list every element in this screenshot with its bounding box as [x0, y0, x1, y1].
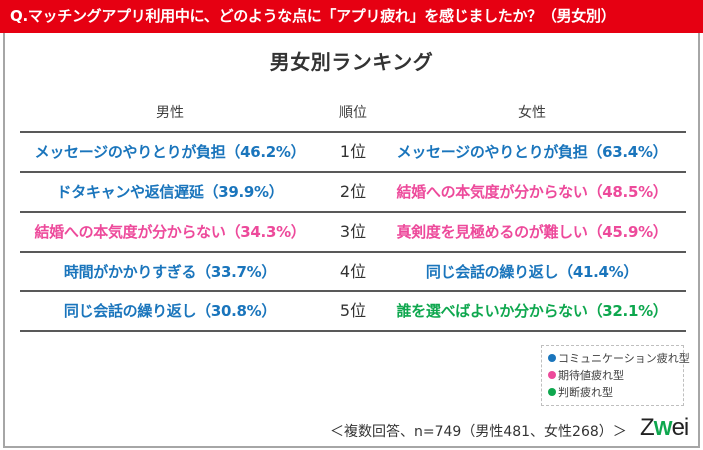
- column-header-rank: 順位: [339, 105, 367, 121]
- divider: [20, 251, 686, 253]
- female-item: 結婚への本気度が分からない（48.5%）: [396, 183, 668, 201]
- table-row: メッセージのやりとりが負担（46.2%） 1位 メッセージのやりとりが負担（63…: [20, 133, 686, 171]
- legend-item-judgment: 判断疲れ型: [548, 384, 683, 401]
- female-item: メッセージのやりとりが負担（63.4%）: [396, 143, 668, 161]
- divider: [20, 131, 686, 133]
- green-dot-icon: [548, 388, 556, 396]
- column-header-female: 女性: [518, 105, 546, 121]
- zwei-logo: ZWei: [640, 414, 689, 441]
- rank-label: 5位: [339, 301, 367, 320]
- divider: [20, 330, 686, 332]
- rank-label: 1位: [339, 142, 367, 161]
- rank-label: 4位: [339, 262, 367, 281]
- legend: コミュニケーション疲れ型 期待値疲れ型 判断疲れ型: [541, 345, 690, 406]
- table-row: 結婚への本気度が分からない（34.3%） 3位 真剣度を見極めるのが難しい（45…: [20, 213, 686, 251]
- divider: [20, 171, 686, 173]
- male-item: 同じ会話の繰り返し（30.8%）: [63, 302, 277, 320]
- pink-dot-icon: [548, 371, 556, 379]
- sample-size-note: ＜複数回答、n=749（男性481、女性268）＞: [330, 424, 627, 440]
- divider: [20, 211, 686, 213]
- legend-item-communication: コミュニケーション疲れ型: [548, 350, 690, 367]
- legend-item-expectation: 期待値疲れ型: [548, 367, 683, 384]
- rank-label: 2位: [339, 182, 367, 201]
- male-item: 時間がかかりすぎる（33.7%）: [63, 263, 277, 281]
- content-frame: [3, 33, 700, 448]
- rank-label: 3位: [339, 222, 367, 241]
- male-item: ドタキャンや返信遅延（39.9%）: [56, 183, 284, 201]
- female-item: 誰を選べばよいか分からない（32.1%）: [396, 302, 668, 320]
- table-row: 同じ会話の繰り返し（30.8%） 5位 誰を選べばよいか分からない（32.1%）: [20, 292, 686, 330]
- heart-w-icon: W: [653, 418, 673, 440]
- female-item: 真剣度を見極めるのが難しい（45.9%）: [396, 223, 668, 241]
- blue-dot-icon: [548, 354, 556, 362]
- divider: [20, 290, 686, 292]
- male-item: 結婚への本気度が分からない（34.3%）: [34, 223, 306, 241]
- ranking-title: 男女別ランキング: [269, 50, 434, 74]
- female-item: 同じ会話の繰り返し（41.4%）: [425, 263, 639, 281]
- table-row: ドタキャンや返信遅延（39.9%） 2位 結婚への本気度が分からない（48.5%…: [20, 173, 686, 211]
- male-item: メッセージのやりとりが負担（46.2%）: [34, 143, 306, 161]
- column-header-male: 男性: [156, 105, 184, 121]
- question-header: Q.マッチングアプリ利用中に、どのような点に「アプリ疲れ」を感じましたか？（男女…: [0, 0, 703, 33]
- table-row: 時間がかかりすぎる（33.7%） 4位 同じ会話の繰り返し（41.4%）: [20, 253, 686, 291]
